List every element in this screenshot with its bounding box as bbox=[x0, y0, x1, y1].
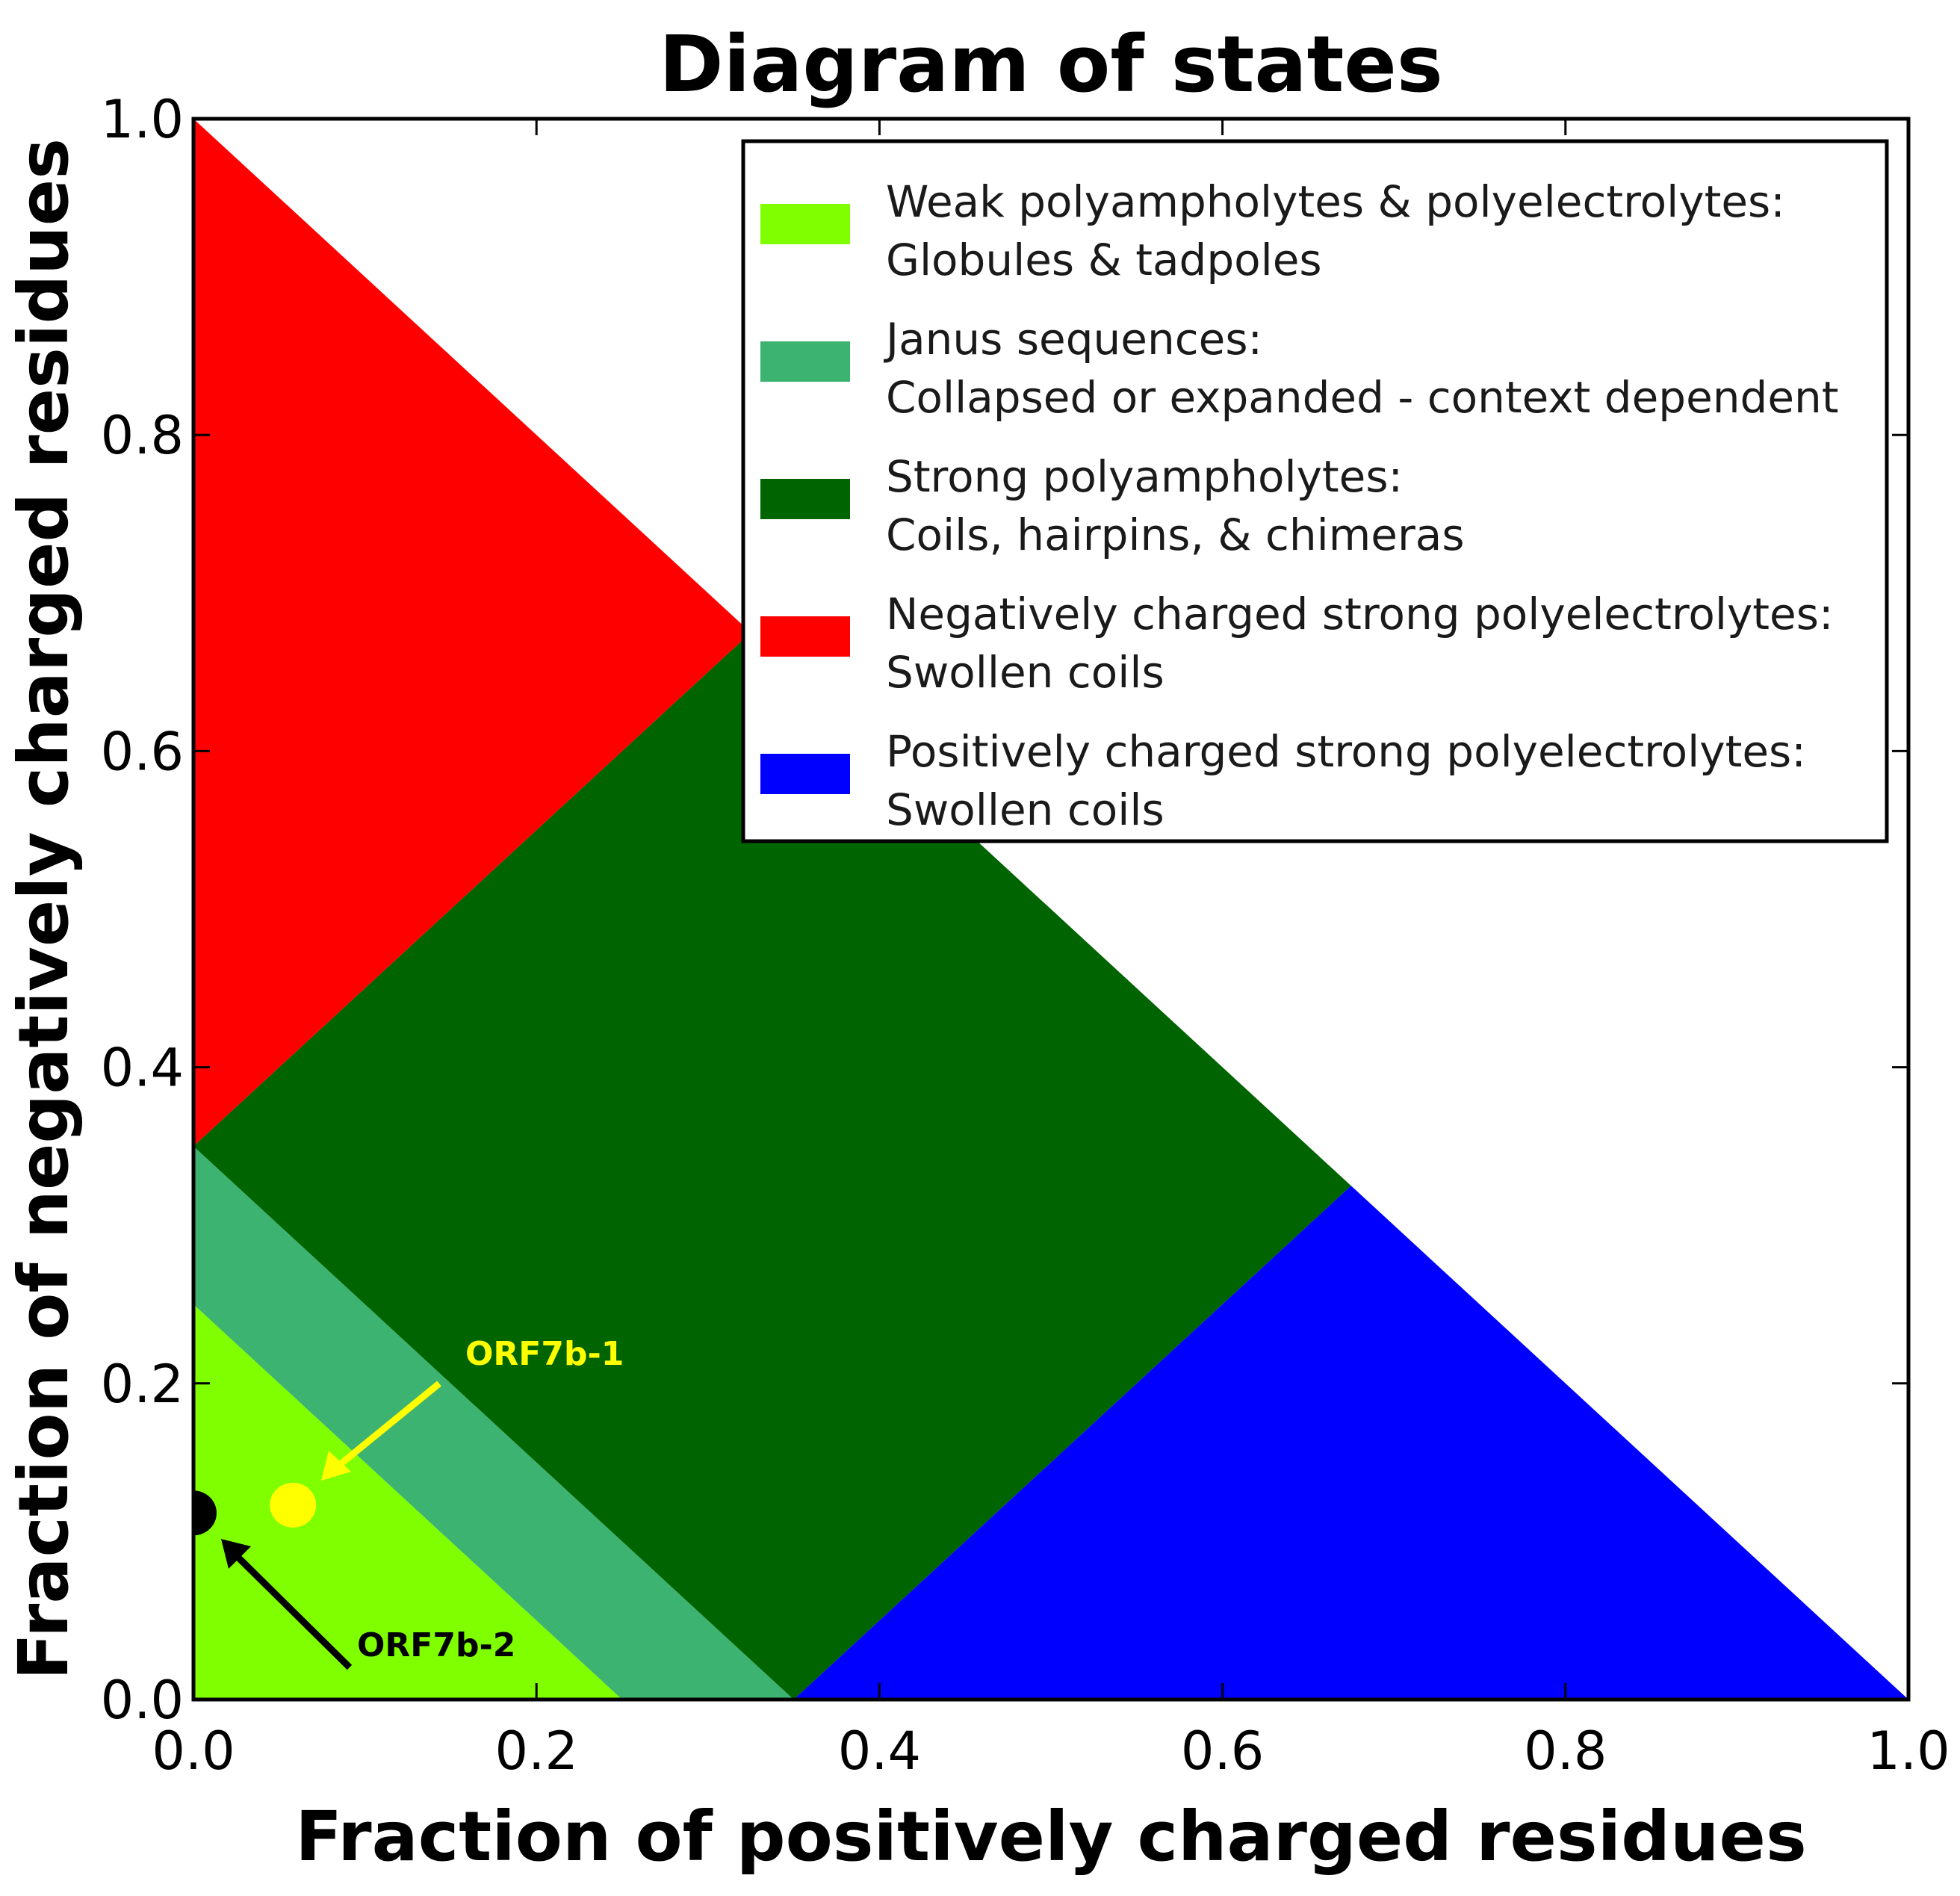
legend-swatch-4 bbox=[760, 754, 850, 794]
legend-label-line1: Positively charged strong polyelectrolyt… bbox=[886, 726, 1806, 777]
y-tick-label: 0.8 bbox=[101, 405, 184, 466]
region-layer bbox=[193, 119, 1908, 1700]
x-tick-label: 0.2 bbox=[495, 1720, 578, 1782]
region-2 bbox=[193, 632, 1351, 1700]
y-tick-label: 0.0 bbox=[101, 1670, 184, 1731]
legend-swatch-1 bbox=[760, 341, 850, 382]
point-label-orf7b-2: ORF7b-2 bbox=[357, 1626, 515, 1664]
legend-label-line2: Coils, hairpins, & chimeras bbox=[886, 509, 1465, 560]
region-3 bbox=[193, 119, 751, 1147]
left-margin-mask bbox=[149, 119, 193, 1700]
region-4 bbox=[793, 1186, 1908, 1700]
legend-label-line1: Strong polyampholytes: bbox=[886, 451, 1403, 502]
legend-swatch-3 bbox=[760, 616, 850, 657]
legend-label-line1: Negatively charged strong polyelectrolyt… bbox=[886, 589, 1834, 639]
orf7b-2-arrow bbox=[230, 1549, 353, 1670]
tick-layer: 0.0 0.2 0.4 0.6 0.8 1.0 0.0 0.2 0.4 0.6 0.8 1.0 bbox=[101, 89, 1950, 1782]
x-tick-label: 1.0 bbox=[1867, 1720, 1950, 1782]
y-axis-label: Fraction of negatively charged residues bbox=[4, 138, 84, 1680]
data-point-orf7b-1 bbox=[270, 1482, 317, 1528]
region-1 bbox=[193, 1146, 794, 1700]
legend-swatch-2 bbox=[760, 479, 850, 519]
legend-label-line2: Swollen coils bbox=[886, 647, 1164, 698]
legend: Weak polyampholytes & polyelectrolytes: G… bbox=[741, 139, 1889, 843]
legend-label-line2: Collapsed or expanded - context dependen… bbox=[886, 372, 1839, 423]
legend-box bbox=[741, 139, 1889, 843]
legend-label-line1: Weak polyampholytes & polyelectrolytes: bbox=[886, 176, 1785, 227]
chart-title: Diagram of states bbox=[659, 19, 1443, 110]
x-tick-label: 0.0 bbox=[152, 1720, 235, 1782]
annotation-layer bbox=[221, 1381, 441, 1670]
x-tick-label: 0.4 bbox=[838, 1720, 921, 1782]
y-tick-label: 0.6 bbox=[101, 721, 184, 782]
x-axis-label: Fraction of positively charged residues bbox=[295, 1797, 1806, 1877]
y-tick-label: 0.2 bbox=[101, 1354, 184, 1415]
x-tick-label: 0.6 bbox=[1181, 1720, 1264, 1782]
y-tick-label: 0.4 bbox=[101, 1038, 184, 1099]
legend-label-line2: Swollen coils bbox=[886, 784, 1164, 835]
y-tick-label: 1.0 bbox=[101, 89, 184, 150]
axes-frame bbox=[191, 117, 1911, 1702]
orf7b-1-arrow bbox=[335, 1381, 441, 1469]
orf7b-1-arrowhead-icon bbox=[321, 1451, 351, 1481]
legend-label-line1: Janus sequences: bbox=[884, 314, 1262, 365]
orf7b-2-arrowhead-icon bbox=[221, 1539, 251, 1569]
legend-swatch-0 bbox=[760, 204, 850, 244]
point-label-orf7b-1: ORF7b-1 bbox=[465, 1335, 624, 1373]
legend-label-line2: Globules & tadpoles bbox=[886, 235, 1322, 285]
x-tick-label: 0.8 bbox=[1524, 1720, 1607, 1782]
